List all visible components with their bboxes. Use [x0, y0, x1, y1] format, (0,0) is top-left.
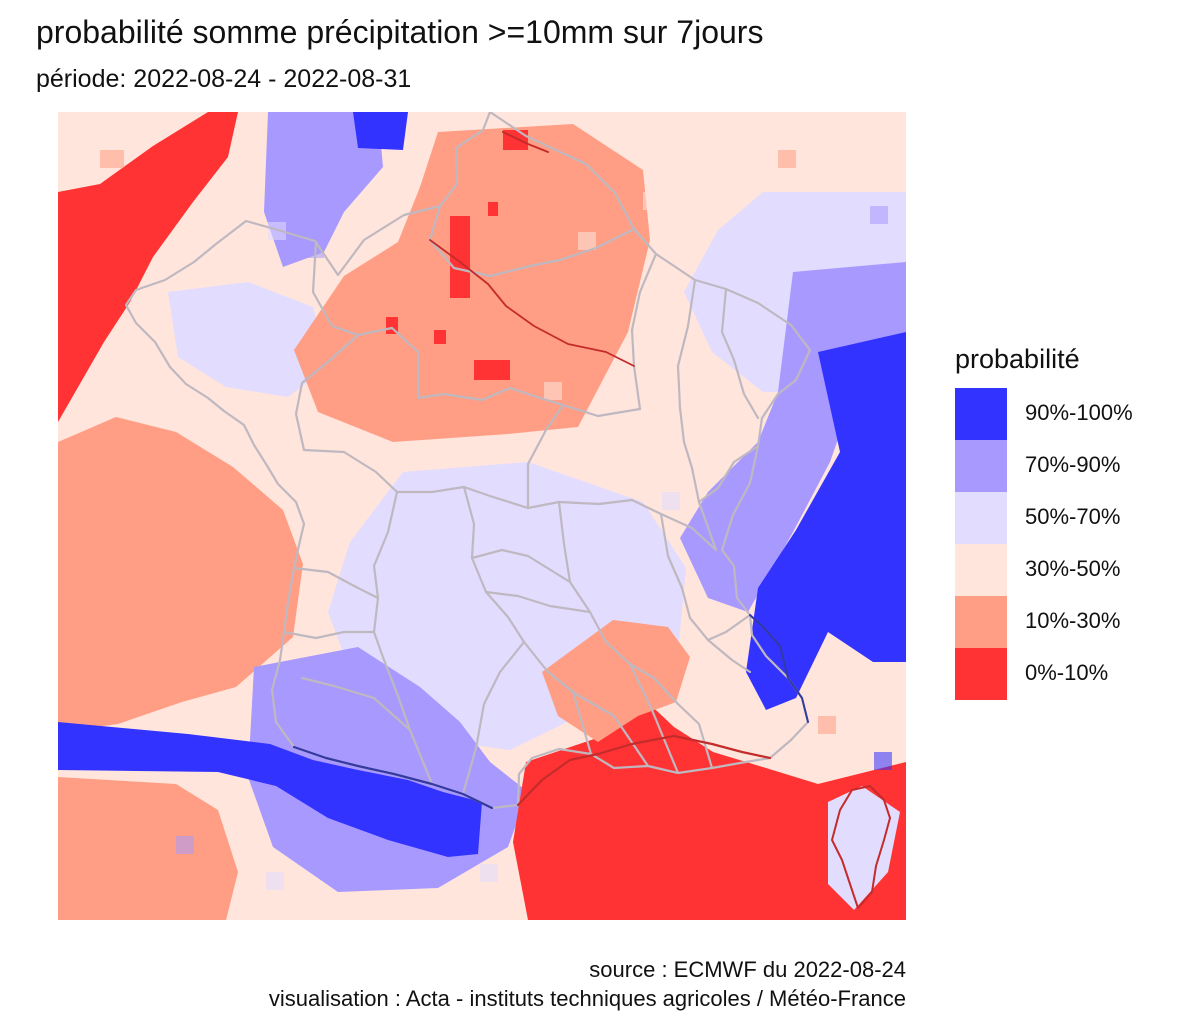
internal-boundary: [294, 333, 360, 452]
internal-boundary: [302, 448, 601, 510]
legend-item-90-100: 90%-100%: [955, 388, 1185, 440]
internal-boundary: [628, 662, 680, 775]
legend-label-30-50: 30%-50%: [1025, 556, 1121, 581]
legend-item-70-90: 70%-90%: [955, 440, 1185, 492]
corsica-violet-area: [828, 786, 900, 910]
dark-region-lines: [292, 131, 891, 909]
france-border: [124, 112, 812, 810]
legend-label-70-90: 70%-90%: [1025, 452, 1121, 477]
chart-title: probabilité somme précipitation >=10mm s…: [36, 14, 764, 50]
internal-boundary: [720, 287, 760, 420]
internal-boundary: [676, 278, 718, 552]
violet-brittany-west: [168, 282, 328, 397]
internal-boundary: [706, 613, 752, 642]
source-caption: source : ECMWF du 2022-08-24: [589, 957, 906, 982]
internal-boundary: [282, 630, 376, 640]
map-caption: source : ECMWF du 2022-08-24 visualisati…: [269, 955, 906, 1013]
pyrenees-high-probability-band: [58, 722, 482, 857]
legend-swatch-90-100: [955, 388, 1007, 440]
grid-cell: [698, 160, 716, 178]
legend-swatch-70-90: [955, 440, 1007, 492]
france-boundaries: [124, 112, 812, 810]
probability-grid: [58, 112, 906, 920]
grid-cell: [208, 210, 226, 228]
internal-boundary: [428, 204, 636, 278]
legend-swatch-50-70: [955, 492, 1007, 544]
legend-item-0-10: 0%-10%: [955, 648, 1185, 700]
grid-cell: [818, 716, 836, 734]
legend-item-30-50: 30%-50%: [955, 544, 1185, 596]
coast-red-line: [516, 734, 772, 807]
light-red-atlantic-region: [58, 417, 303, 732]
grid-cell: [662, 492, 680, 510]
strong-blue-north-cell: [353, 112, 408, 150]
grid-cell: [76, 130, 94, 148]
visualisation-credit: visualisation : Acta - instituts techniq…: [268, 986, 906, 1011]
grid-cell: [176, 836, 194, 854]
legend-swatch-30-50: [955, 544, 1007, 596]
internal-boundary: [292, 566, 380, 600]
grid-cell: [770, 632, 788, 650]
legend-item-50-70: 50%-70%: [955, 492, 1185, 544]
grid-cell: [480, 864, 498, 882]
internal-boundary: [416, 386, 642, 418]
grid-cell: [266, 872, 284, 890]
alps-high-probability-region: [746, 332, 906, 710]
legend-label-90-100: 90%-100%: [1025, 400, 1133, 425]
internal-boundary: [484, 590, 592, 614]
probability-legend: probabilité 90%-100% 70%-90% 50%-70% 30%…: [955, 343, 1185, 700]
alps-dark-line: [749, 614, 809, 723]
legend-swatch-0-10: [955, 648, 1007, 700]
north-red-line: [502, 131, 549, 153]
internal-boundary: [659, 512, 752, 674]
legend-swatch-10-30: [955, 596, 1007, 648]
legend-title: probabilité: [955, 344, 1080, 374]
legend-label-0-10: 0%-10%: [1025, 660, 1109, 685]
legend-item-10-30: 10%-30%: [955, 596, 1185, 648]
internal-boundary: [546, 670, 650, 768]
mediterranean-low-probability-region: [513, 697, 906, 920]
southwest-red-region: [58, 777, 238, 920]
internal-boundary: [470, 548, 572, 584]
internal-boundary: [526, 403, 565, 510]
low-probability-region-atlantic: [58, 112, 238, 422]
internal-boundary: [461, 640, 526, 796]
north-low-probability-region: [294, 124, 650, 442]
red-interior-line: [429, 239, 635, 367]
grid-cell: [643, 192, 661, 210]
grid-cell: [578, 232, 596, 250]
blue-west-region: [264, 112, 383, 267]
grid-cell: [778, 150, 796, 168]
internal-boundary: [697, 444, 760, 504]
legend-label-50-70: 50%-70%: [1025, 504, 1121, 529]
map-svg: [58, 112, 906, 920]
chart-subtitle: période: 2022-08-24 - 2022-08-31: [36, 65, 412, 93]
grid-cell: [874, 752, 892, 770]
internal-boundary: [630, 252, 658, 411]
precipitation-probability-map: [58, 112, 906, 920]
internal-boundary: [557, 500, 714, 770]
legend-label-10-30: 10%-30%: [1025, 608, 1121, 633]
grid-cell: [544, 382, 562, 400]
internal-boundary: [300, 676, 412, 732]
grid-cell: [100, 150, 124, 168]
pyrenees-dark-line: [292, 745, 494, 810]
corsica-outline: [831, 785, 891, 909]
red-paris-basin-cells: [386, 130, 528, 380]
grid-cell: [268, 222, 286, 240]
grid-cell: [870, 206, 888, 224]
map-texture-cells: [76, 130, 892, 890]
grid-cell: [598, 412, 616, 430]
